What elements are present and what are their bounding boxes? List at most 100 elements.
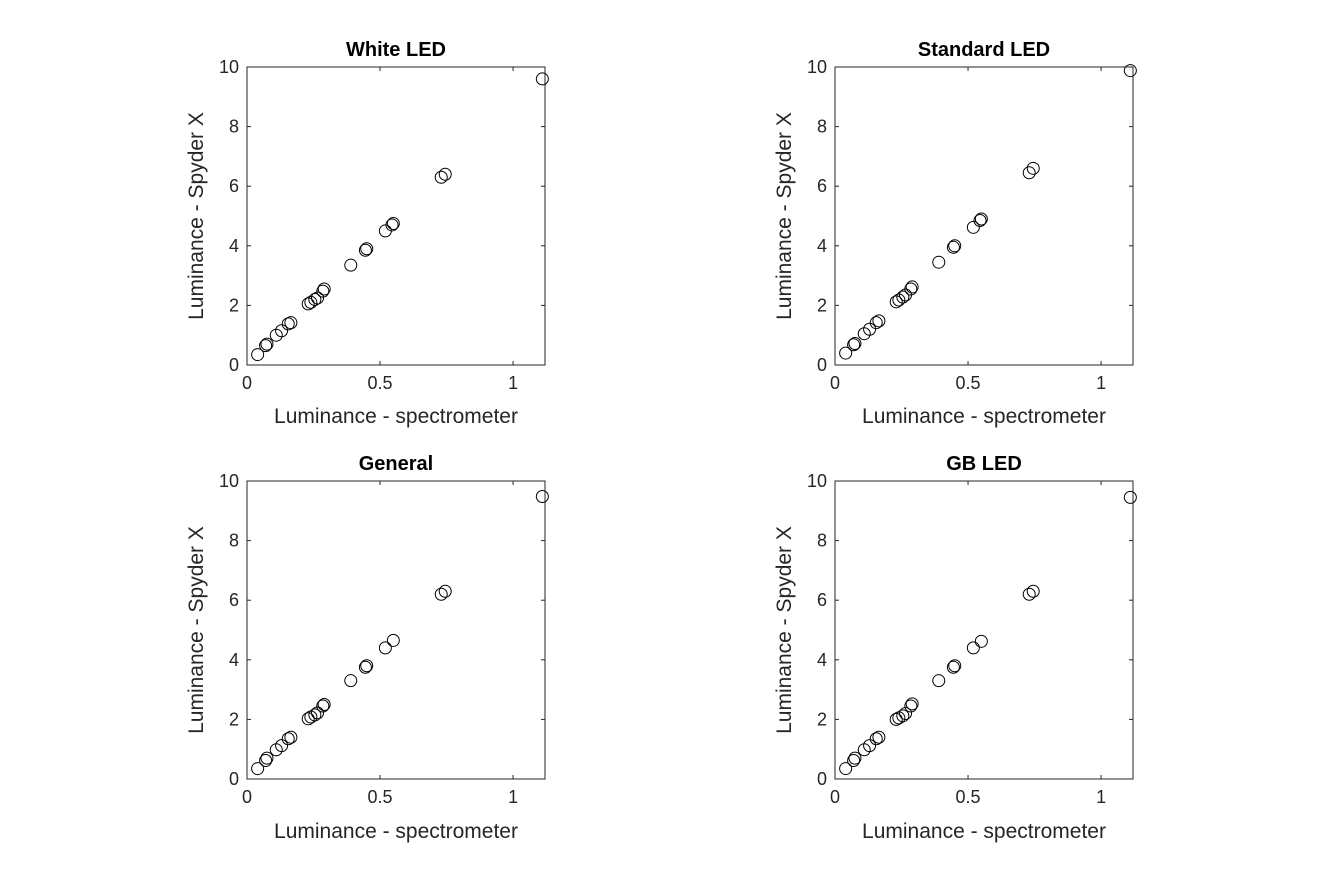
data-point bbox=[317, 698, 331, 711]
data-point bbox=[378, 641, 392, 655]
data-point bbox=[284, 316, 298, 330]
data-point bbox=[251, 348, 265, 362]
data-point bbox=[889, 295, 903, 309]
y-tick-label: 4 bbox=[817, 650, 827, 670]
y-axis-label: Luminance - Spyder X bbox=[773, 526, 796, 734]
x-tick-label: 0.5 bbox=[368, 787, 393, 807]
point-group bbox=[839, 490, 1137, 776]
data-point bbox=[311, 706, 325, 720]
data-point bbox=[1123, 64, 1137, 78]
x-axis-label: Luminance - spectrometer bbox=[274, 405, 518, 428]
x-axis-label: Luminance - spectrometer bbox=[274, 820, 518, 843]
x-tick-label: 0 bbox=[830, 787, 840, 807]
data-point bbox=[358, 243, 372, 257]
point-group bbox=[251, 489, 549, 776]
point-group bbox=[251, 72, 549, 362]
data-point bbox=[360, 242, 374, 256]
data-point bbox=[259, 339, 273, 353]
data-point bbox=[839, 762, 853, 776]
data-point bbox=[316, 284, 330, 298]
data-point bbox=[847, 338, 861, 352]
data-point bbox=[892, 293, 906, 307]
data-point bbox=[869, 316, 883, 330]
y-tick-label: 6 bbox=[817, 590, 827, 610]
data-point bbox=[360, 659, 374, 673]
data-point bbox=[386, 633, 400, 647]
data-point bbox=[1026, 584, 1040, 598]
x-tick-label: 1 bbox=[508, 787, 518, 807]
x-tick-label: 1 bbox=[1096, 373, 1106, 393]
data-point bbox=[848, 751, 862, 765]
point-group bbox=[839, 64, 1137, 360]
y-tick-label: 0 bbox=[817, 769, 827, 789]
data-point bbox=[974, 212, 988, 226]
data-point bbox=[904, 699, 918, 713]
y-tick-label: 0 bbox=[817, 355, 827, 375]
axes-frame bbox=[246, 480, 546, 780]
data-point bbox=[535, 72, 549, 86]
y-tick-label: 4 bbox=[817, 236, 827, 256]
x-tick-label: 0 bbox=[242, 373, 252, 393]
data-point bbox=[308, 708, 322, 722]
x-tick-label: 0 bbox=[242, 787, 252, 807]
y-tick-label: 2 bbox=[229, 295, 239, 315]
data-point bbox=[301, 712, 315, 726]
axes-frame bbox=[246, 66, 546, 366]
data-point bbox=[839, 346, 853, 360]
y-tick-label: 6 bbox=[229, 590, 239, 610]
data-point bbox=[932, 255, 946, 269]
data-point bbox=[275, 739, 289, 753]
y-tick-label: 2 bbox=[229, 709, 239, 729]
data-point bbox=[275, 324, 289, 338]
data-point bbox=[301, 297, 315, 311]
data-point bbox=[1123, 490, 1137, 504]
data-point bbox=[251, 762, 265, 776]
x-axis-label: Luminance - spectrometer bbox=[862, 820, 1106, 843]
data-point bbox=[434, 587, 448, 601]
data-point bbox=[872, 314, 886, 328]
data-point bbox=[284, 730, 298, 744]
y-tick-label: 4 bbox=[229, 236, 239, 256]
data-point bbox=[344, 674, 358, 688]
y-tick-label: 2 bbox=[817, 709, 827, 729]
y-axis-label: Luminance - Spyder X bbox=[773, 112, 796, 320]
x-tick-label: 0.5 bbox=[368, 373, 393, 393]
data-point bbox=[344, 258, 358, 272]
y-tick-label: 8 bbox=[229, 531, 239, 551]
data-point bbox=[948, 659, 962, 673]
data-point bbox=[308, 292, 322, 306]
data-point bbox=[896, 709, 910, 723]
x-axis-label: Luminance - spectrometer bbox=[862, 405, 1106, 428]
y-tick-label: 6 bbox=[229, 176, 239, 196]
y-tick-label: 10 bbox=[807, 57, 827, 77]
data-point bbox=[848, 337, 862, 351]
data-point bbox=[905, 280, 919, 294]
data-point bbox=[311, 291, 325, 305]
data-point bbox=[872, 730, 886, 744]
data-point bbox=[863, 739, 877, 753]
y-tick-label: 10 bbox=[807, 471, 827, 491]
data-point bbox=[966, 220, 980, 234]
y-tick-label: 8 bbox=[817, 117, 827, 137]
data-point bbox=[973, 213, 987, 227]
data-point bbox=[281, 732, 295, 746]
y-tick-label: 0 bbox=[229, 769, 239, 789]
chart-title: GB LED bbox=[946, 453, 1022, 475]
x-tick-label: 1 bbox=[1096, 787, 1106, 807]
data-point bbox=[889, 712, 903, 726]
data-point bbox=[385, 218, 399, 232]
x-tick-label: 1 bbox=[508, 373, 518, 393]
data-point bbox=[948, 239, 962, 253]
x-tick-label: 0 bbox=[830, 373, 840, 393]
y-tick-label: 8 bbox=[229, 117, 239, 137]
axes-frame bbox=[834, 480, 1134, 780]
data-point bbox=[386, 216, 400, 230]
data-point bbox=[946, 660, 960, 674]
data-point bbox=[1022, 166, 1036, 180]
y-tick-label: 4 bbox=[229, 650, 239, 670]
